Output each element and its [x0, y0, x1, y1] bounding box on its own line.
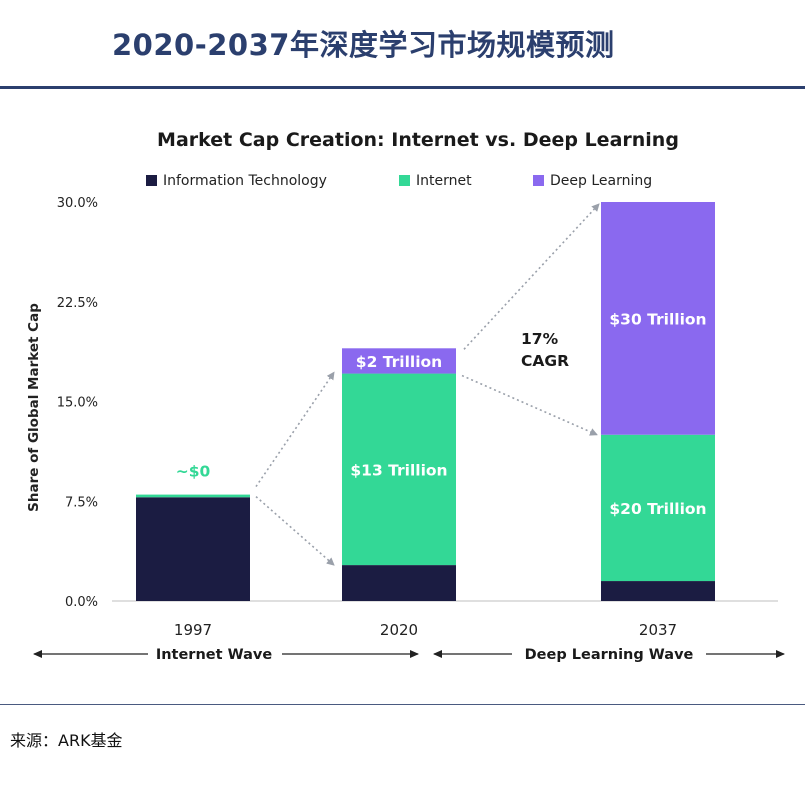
cagr-annotation-value: 17%: [521, 330, 559, 348]
cagr-annotation-label: CAGR: [521, 352, 569, 370]
y-tick-label: 0.0%: [65, 595, 98, 610]
x-tick-label-1997: 1997: [174, 621, 212, 639]
y-tick-label: 15.0%: [57, 396, 98, 411]
chart: Market Cap Creation: Internet vs. Deep L…: [26, 129, 785, 663]
legend-label-deep-learning: Deep Learning: [550, 173, 652, 189]
bar-1997-internet: [136, 494, 250, 498]
data-label-1997-internet: ~$0: [176, 463, 211, 481]
data-label-2020-deep-learning: $2 Trillion: [356, 353, 442, 371]
bar-2020-internet: [342, 373, 456, 566]
data-label-2037-deep-learning: $30 Trillion: [609, 310, 706, 328]
legend-swatch-information-technology: [146, 175, 157, 186]
legend-swatch-internet: [399, 175, 410, 186]
bar-2037-information-technology: [601, 581, 715, 601]
legend-swatch-deep-learning: [533, 175, 544, 186]
bar-2020-information-technology: [342, 565, 456, 601]
source-divider: [0, 704, 805, 705]
internet-wave-label: Internet Wave: [156, 647, 272, 663]
y-axis-label: Share of Global Market Cap: [26, 303, 42, 512]
growth-arrow-1997-to-2020-base: [255, 495, 335, 566]
legend-label-internet: Internet: [416, 173, 472, 189]
growth-arrow-2020-to-2037-mid: [461, 374, 598, 436]
chart-title: Market Cap Creation: Internet vs. Deep L…: [157, 129, 679, 151]
bar-1997-information-technology: [136, 497, 250, 601]
legend-label-information-technology: Information Technology: [163, 173, 327, 189]
data-label-2020-internet: $13 Trillion: [350, 461, 447, 479]
deep-learning-wave-label: Deep Learning Wave: [525, 647, 694, 663]
x-tick-label-2037: 2037: [639, 621, 677, 639]
bar-2037-deep-learning: [601, 202, 715, 435]
x-tick-label-2020: 2020: [380, 621, 418, 639]
source-note: 来源：ARK基金: [10, 731, 123, 750]
growth-arrow-2020-to-2037-top: [463, 203, 600, 350]
bar-2037-internet: [601, 434, 715, 582]
y-tick-label: 7.5%: [65, 495, 98, 510]
growth-arrow-1997-to-2020-top: [255, 371, 335, 488]
data-label-2037-internet: $20 Trillion: [609, 500, 706, 518]
y-tick-label: 22.5%: [57, 296, 98, 311]
y-tick-label: 30.0%: [57, 196, 98, 211]
title-divider: [0, 86, 805, 89]
page-title: 2020-2037年深度学习市场规模预测: [112, 28, 615, 62]
bar-2020-deep-learning: [342, 348, 456, 374]
